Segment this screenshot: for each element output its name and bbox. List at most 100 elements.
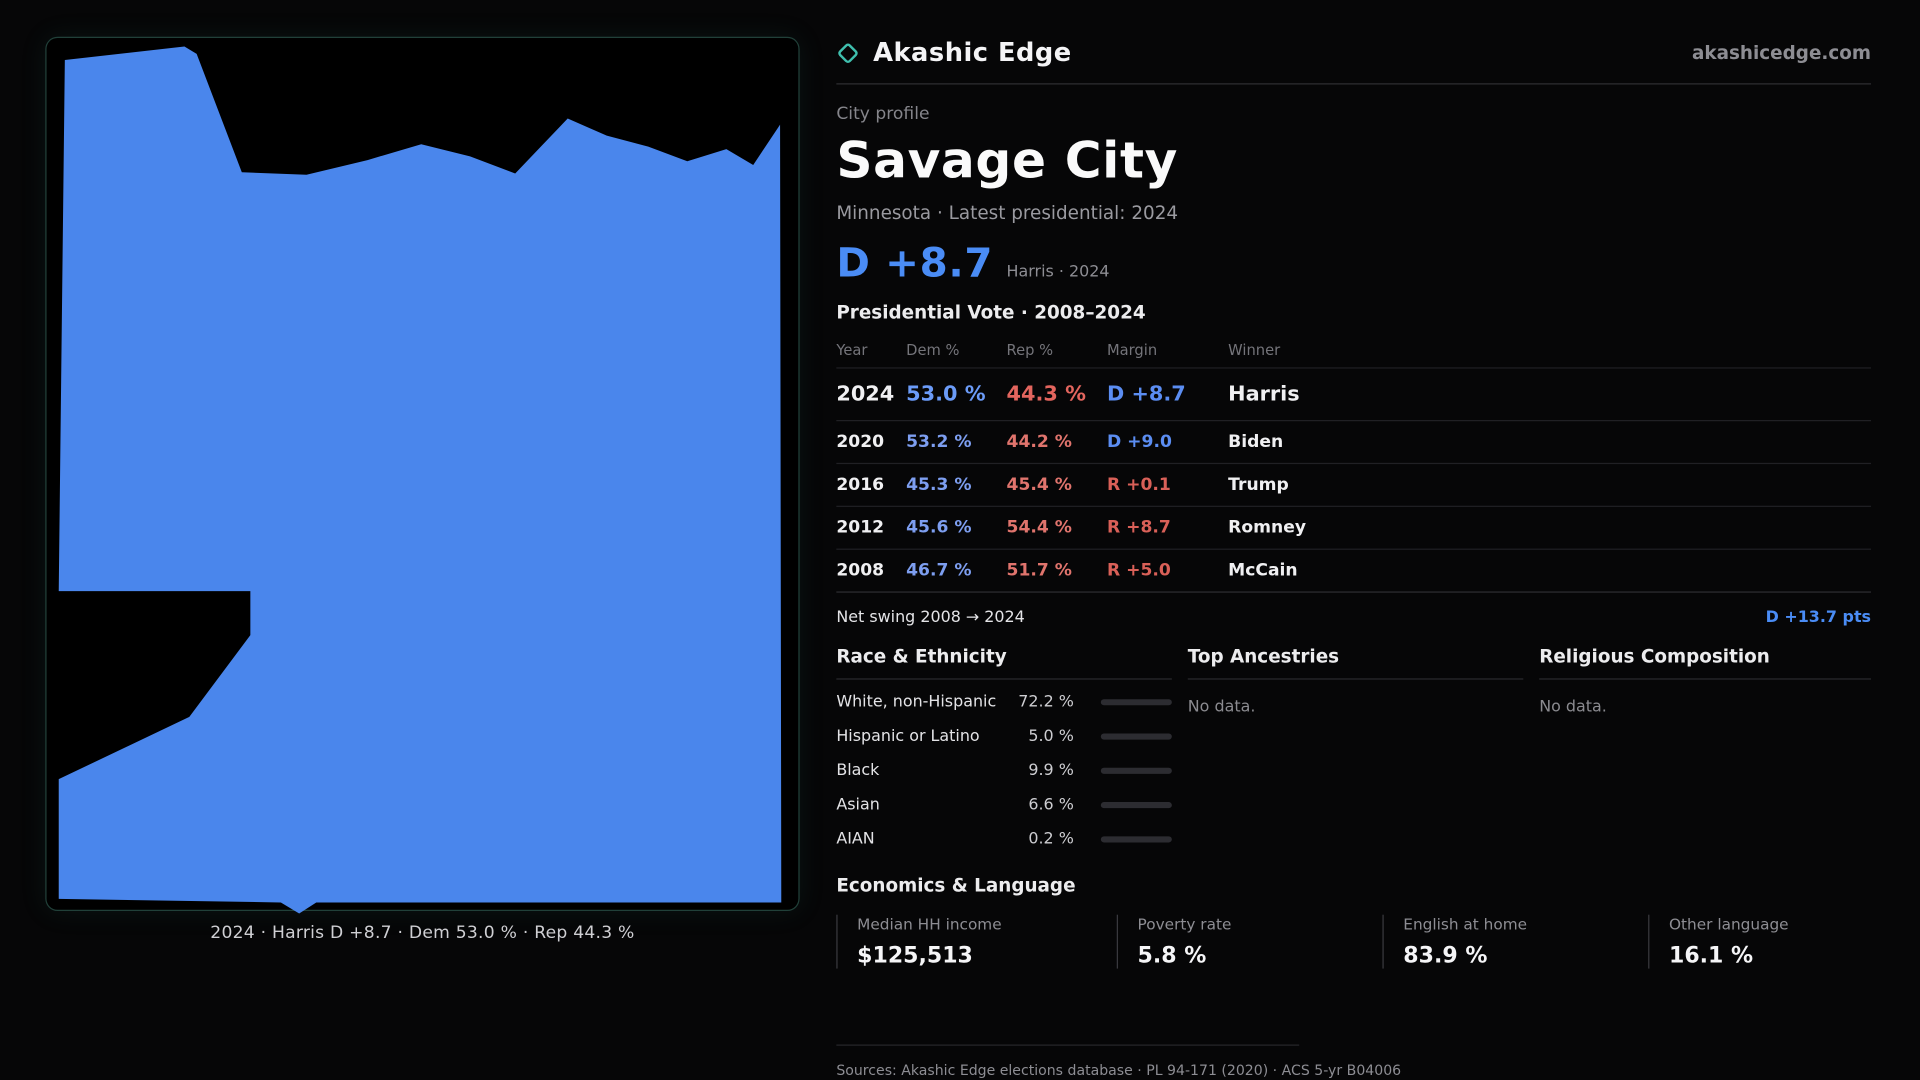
rep-cell: 54.4 %: [1006, 517, 1072, 538]
ancestries-section-title: Top Ancestries: [1187, 645, 1524, 680]
dem-cell: 46.7 %: [906, 560, 972, 581]
dem-cell: 53.2 %: [906, 432, 972, 452]
religious-composition-section: Religious Composition No data.: [1539, 645, 1872, 856]
list-item: Black 9.9 %: [836, 753, 1172, 787]
margin-cell: R +8.7: [1106, 517, 1171, 538]
col-header-rep: Rep %: [1006, 341, 1054, 359]
year-cell: 2020: [836, 432, 885, 452]
stat-card: English at home 83.9 %: [1382, 914, 1648, 969]
race-label: Black: [836, 761, 880, 780]
stat-card: Median HH income $125,513: [836, 914, 1116, 969]
race-value: 0.2 %: [1028, 829, 1074, 848]
winner-cell: Trump: [1228, 475, 1289, 495]
list-item: White, non-Hispanic 72.2 %: [836, 684, 1172, 718]
winner-cell: Biden: [1228, 432, 1284, 452]
sources-text: Sources: Akashic Edge elections database…: [836, 1061, 1402, 1079]
race-bar: [1100, 767, 1172, 774]
year-cell: 2024: [836, 382, 895, 407]
stat-card: Other language 16.1 %: [1648, 914, 1871, 969]
net-swing-row: Net swing 2008 → 2024 D +13.7 pts: [836, 609, 1871, 627]
religion-section-title: Religious Composition: [1539, 645, 1872, 680]
year-cell: 2008: [836, 560, 885, 581]
stat-label: Poverty rate: [1137, 914, 1232, 934]
dem-cell: 45.3 %: [906, 475, 972, 495]
top-ancestries-section: Top Ancestries No data.: [1187, 645, 1524, 856]
race-label: AIAN: [836, 829, 875, 848]
city-map-panel: [45, 36, 800, 914]
race-rows: White, non-Hispanic 72.2 % Hispanic or L…: [836, 684, 1172, 855]
col-header-dem: Dem %: [906, 341, 960, 359]
map-caption: 2024 · Harris D +8.7 · Dem 53.0 % · Rep …: [210, 923, 635, 943]
header-divider: [836, 83, 1872, 85]
race-bar: [1100, 732, 1172, 739]
stat-value: 83.9 %: [1403, 942, 1488, 969]
stat-label: English at home: [1403, 914, 1528, 934]
brand-diamond-icon: [836, 41, 860, 64]
stat-card: Poverty rate 5.8 %: [1116, 914, 1383, 969]
stat-label: Other language: [1668, 914, 1789, 934]
race-label: Asian: [836, 795, 880, 814]
headline-context: Harris · 2024: [1006, 263, 1110, 282]
table-row: 2012 45.6 % 54.4 % R +8.7 Romney: [836, 505, 1872, 549]
rep-cell: 45.4 %: [1006, 475, 1072, 495]
stat-label: Median HH income: [857, 914, 1002, 934]
margin-cell: R +5.0: [1106, 560, 1171, 581]
rep-cell: 51.7 %: [1006, 560, 1072, 581]
winner-cell: Harris: [1228, 382, 1300, 407]
list-item: Asian 6.6 %: [836, 787, 1172, 821]
table-row: 2020 53.2 % 44.2 % D +9.0 Biden: [836, 420, 1872, 463]
race-value: 6.6 %: [1028, 795, 1074, 814]
vote-table-title: Presidential Vote · 2008–2024: [836, 301, 1146, 324]
race-value: 5.0 %: [1028, 726, 1074, 746]
kicker-label: City profile: [836, 104, 930, 124]
table-row: 2008 46.7 % 51.7 % R +5.0 McCain: [836, 548, 1872, 592]
city-map-svg: [58, 46, 782, 914]
domain-link[interactable]: akashicedge.com: [1691, 41, 1872, 64]
year-cell: 2016: [836, 475, 885, 495]
race-bar: [1100, 835, 1172, 842]
col-header-winner: Winner: [1228, 341, 1281, 359]
headline-margin: D +8.7: [836, 238, 994, 287]
col-header-year: Year: [836, 341, 868, 359]
religion-empty-state: No data.: [1539, 697, 1607, 717]
economics-section-title: Economics & Language: [836, 874, 1076, 897]
dem-cell: 45.6 %: [906, 517, 972, 538]
winner-cell: McCain: [1228, 560, 1298, 581]
profile-content: Akashic Edge akashicedge.com City profil…: [836, 29, 1872, 1080]
ancestries-empty-state: No data.: [1187, 697, 1256, 717]
vote-table-header: Year Dem % Rep % Margin Winner: [836, 333, 1871, 367]
net-swing-value: D +13.7 pts: [1765, 608, 1872, 627]
col-header-margin: Margin: [1106, 341, 1158, 359]
rep-cell: 44.3 %: [1006, 382, 1087, 407]
year-cell: 2012: [836, 517, 885, 538]
footer-divider: [836, 1044, 1300, 1046]
list-item: AIAN 0.2 %: [836, 822, 1172, 856]
margin-cell: R +0.1: [1106, 475, 1171, 495]
race-value: 72.2 %: [1018, 692, 1074, 711]
city-boundary-shape: [58, 46, 782, 914]
margin-cell: D +8.7: [1106, 382, 1186, 407]
race-bar: [1100, 801, 1172, 808]
stat-value: 5.8 %: [1137, 942, 1207, 969]
race-label: White, non-Hispanic: [836, 692, 997, 711]
subtitle: Minnesota · Latest presidential: 2024: [836, 202, 1179, 225]
page-title: Savage City: [836, 131, 1178, 190]
headline-margin-row: D +8.7 Harris · 2024: [836, 239, 1871, 287]
net-swing-label: Net swing 2008 → 2024: [836, 608, 1025, 627]
list-item: Hispanic or Latino 5.0 %: [836, 719, 1172, 753]
stat-value: 16.1 %: [1668, 942, 1754, 969]
vote-table: Year Dem % Rep % Margin Winner 2024 53.0…: [836, 333, 1872, 593]
stat-value: $125,513: [857, 942, 973, 969]
margin-cell: D +9.0: [1106, 432, 1172, 452]
race-bar: [1100, 698, 1172, 705]
table-row: 2024 53.0 % 44.3 % D +8.7 Harris: [836, 367, 1872, 420]
demographics-grid: Race & Ethnicity White, non-Hispanic 72.…: [836, 645, 1872, 856]
race-ethnicity-section: Race & Ethnicity White, non-Hispanic 72.…: [836, 645, 1172, 856]
dem-cell: 53.0 %: [906, 382, 986, 407]
economics-stats: Median HH income $125,513 Poverty rate 5…: [836, 914, 1871, 969]
brand-title: Akashic Edge: [873, 37, 1072, 68]
race-section-title: Race & Ethnicity: [836, 645, 1172, 680]
winner-cell: Romney: [1228, 517, 1307, 538]
race-value: 9.9 %: [1028, 761, 1074, 780]
